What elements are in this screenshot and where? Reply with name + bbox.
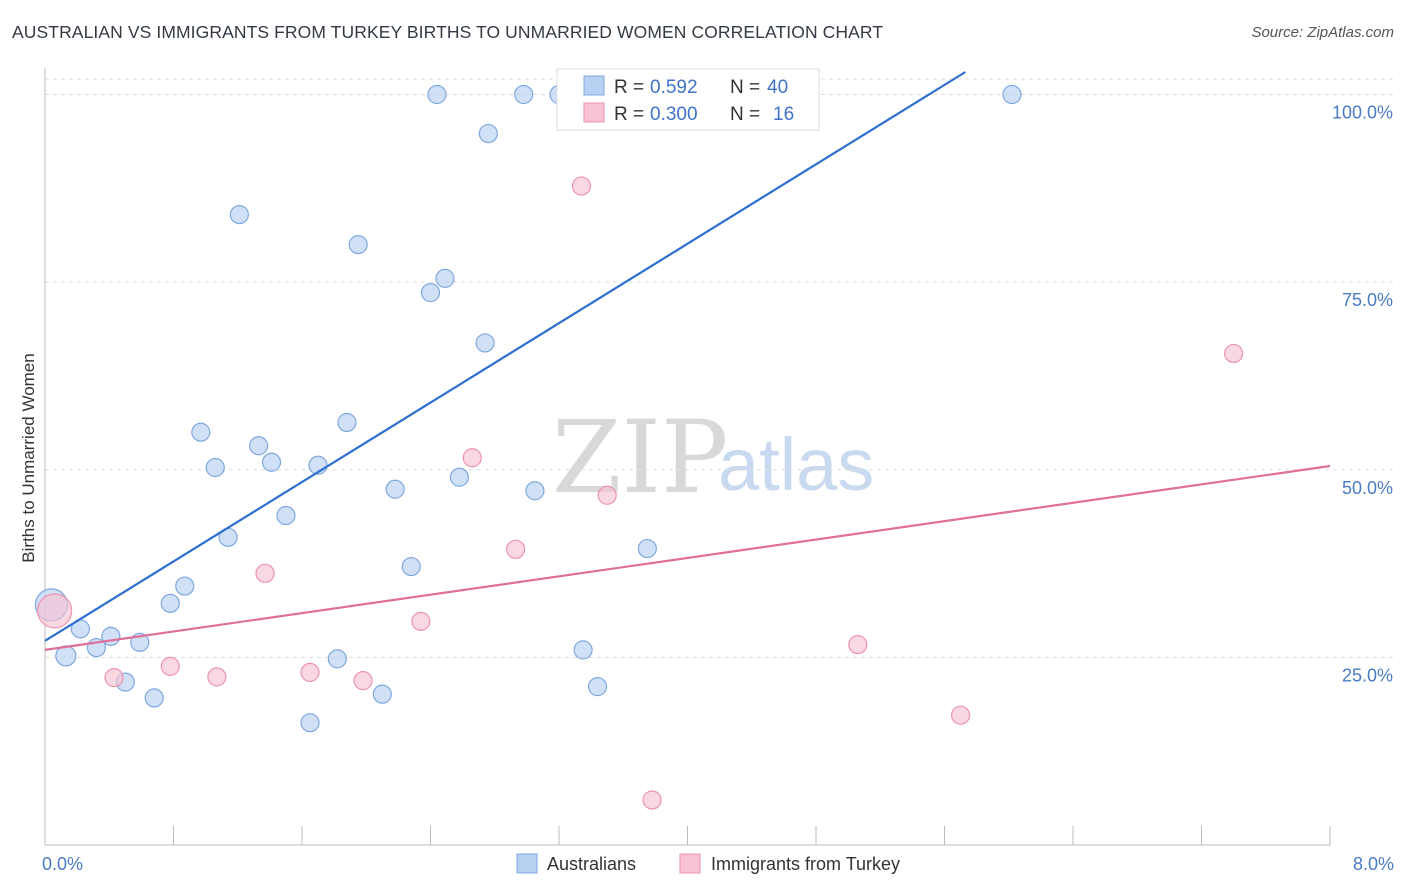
australians-point-20 <box>337 412 357 433</box>
australians-point-31 <box>514 84 534 105</box>
y-axis-label: Births to Unmarried Women <box>19 353 38 562</box>
australians-point-23 <box>385 479 405 499</box>
x-tick-label-1: 8.0% <box>1353 854 1394 874</box>
stats-swatch-turkey <box>583 102 605 123</box>
turkey-point-0 <box>37 593 73 629</box>
watermark: ZIP atlas <box>552 399 874 516</box>
australians-point-24 <box>401 556 421 577</box>
stats-box: R = 0.592 N = 40 R = 0.300 N = 16 <box>556 68 820 131</box>
y-tick-label-3: 100.0% <box>1332 103 1393 123</box>
turkey-point-15 <box>1224 343 1244 364</box>
turkey-point-4 <box>255 563 275 583</box>
turkey-point-14 <box>950 705 971 725</box>
australians-point-35 <box>587 677 608 697</box>
turkey-trend-line <box>44 464 1331 651</box>
watermark-zip: ZIP <box>552 399 728 516</box>
x-tick-labels: 0.0% 8.0% <box>42 854 1394 874</box>
turkey-point-8 <box>462 448 482 468</box>
turkey-point-6 <box>353 671 373 691</box>
legend-swatch-australians <box>516 853 538 874</box>
y-tick-label-2: 75.0% <box>1342 290 1393 310</box>
y-tick-labels: 25.0% 50.0% 75.0% 100.0% <box>1332 103 1393 686</box>
australians-point-28 <box>449 467 470 487</box>
stats-r-value-1: 0.592 <box>650 77 698 98</box>
australians-point-16 <box>276 505 296 526</box>
stats-n-label-1: N = <box>730 77 760 98</box>
australians-point-30 <box>478 123 498 144</box>
stats-n-value-2: 16 <box>773 104 794 125</box>
australians-point-36 <box>637 538 657 559</box>
australians-point-15 <box>261 452 282 472</box>
turkey-point-1 <box>104 668 124 688</box>
source-credit: Source: ZipAtlas.com <box>1251 24 1394 41</box>
turkey-point-13 <box>848 635 868 655</box>
turkey-point-3 <box>207 667 227 687</box>
stats-swatch-australians <box>583 75 605 96</box>
australians-point-29 <box>475 333 495 353</box>
turkey-point-7 <box>411 611 431 631</box>
turkey-point-2 <box>160 656 180 676</box>
turkey-point-5 <box>300 662 320 682</box>
australians-point-8 <box>160 593 180 613</box>
australians-point-10 <box>191 422 211 442</box>
turkey-point-9 <box>506 539 526 559</box>
turkey-point-10 <box>571 176 592 196</box>
australians-point-17 <box>300 713 320 733</box>
australians-point-38 <box>1002 84 1022 105</box>
stats-r-value-2: 0.300 <box>650 104 698 125</box>
legend-label-australians: Australians <box>547 854 636 874</box>
australians-point-34 <box>573 640 593 660</box>
australians-point-9 <box>175 576 195 596</box>
australians-point-32 <box>525 481 545 501</box>
chart-title: AUSTRALIAN VS IMMIGRANTS FROM TURKEY BIR… <box>12 22 884 42</box>
turkey-point-11 <box>597 485 617 505</box>
australians-point-26 <box>427 84 447 105</box>
australians-point-14 <box>249 436 269 456</box>
stats-n-value-1: 40 <box>767 77 788 98</box>
australians-point-25 <box>420 283 441 303</box>
stats-r-label-2: R = <box>614 104 644 125</box>
trend-lines <box>44 71 1331 651</box>
australians-point-21 <box>348 235 368 255</box>
australians-point-19 <box>327 649 347 669</box>
australians-point-7 <box>144 688 164 708</box>
turkey-point-12 <box>642 790 662 810</box>
australians-point-11 <box>205 457 225 478</box>
grid-lines <box>45 78 1395 658</box>
y-tick-label-1: 50.0% <box>1342 478 1393 498</box>
y-tick-label-0: 25.0% <box>1342 665 1393 685</box>
australians-point-4 <box>101 626 121 646</box>
australians-trend-line <box>44 71 966 642</box>
axes <box>44 68 1331 846</box>
legend-label-turkey: Immigrants from Turkey <box>711 854 900 874</box>
australians-point-27 <box>435 268 455 288</box>
x-tick-label-0: 0.0% <box>42 854 83 874</box>
stats-n-label-2: N = <box>730 104 760 125</box>
australians-point-13 <box>229 204 249 225</box>
stats-r-label-1: R = <box>614 77 644 98</box>
australians-point-22 <box>372 684 392 704</box>
watermark-atlas: atlas <box>718 423 874 506</box>
legend-swatch-turkey <box>679 853 701 874</box>
legend: Australians Immigrants from Turkey <box>516 853 900 874</box>
